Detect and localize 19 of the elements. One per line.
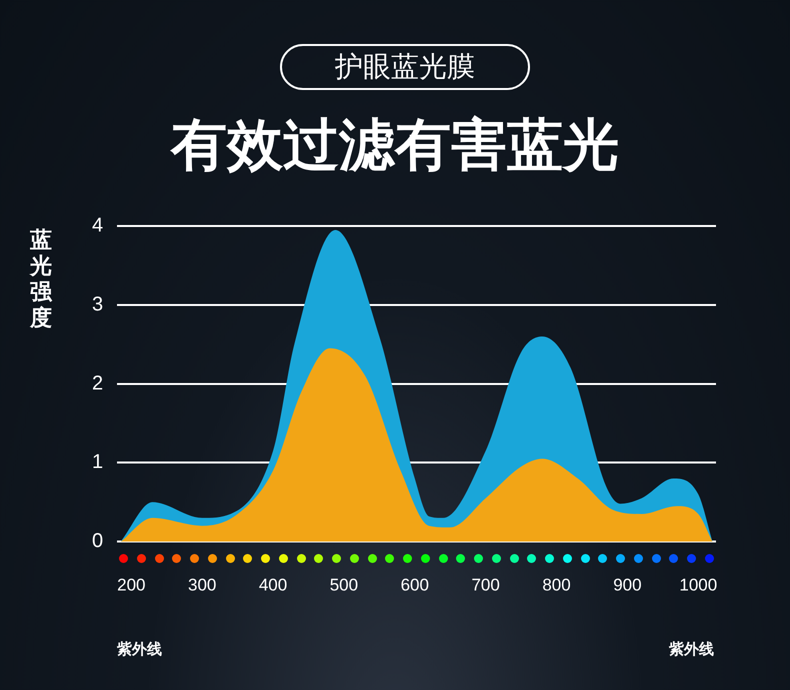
text: 紫外线 — [669, 640, 714, 659]
x-tick-label: 700 — [471, 575, 500, 594]
x-tick-label: 1000 — [679, 575, 718, 594]
y-axis-title: 蓝光强度 — [28, 228, 54, 332]
x-tick-label: 300 — [188, 575, 216, 594]
y-tick-label: 2 — [92, 372, 104, 394]
y-tick-label: 1 — [92, 451, 104, 474]
x-tick-label: 600 — [400, 575, 429, 594]
x-tick-label: 800 — [542, 575, 571, 594]
x-tick-label: 500 — [330, 575, 358, 594]
x-tick-label: 900 — [613, 575, 642, 594]
y-tick-label: 4 — [92, 214, 104, 237]
y-tick-label: 0 — [92, 530, 104, 552]
x-tick-label: 400 — [258, 575, 288, 594]
x-tick-label: 200 — [117, 575, 146, 594]
chart-subtitle: 护眼蓝光膜 — [280, 44, 530, 90]
text: 紫外线 — [117, 640, 162, 659]
y-tick-label: 3 — [92, 293, 104, 316]
chart-title: 有效过滤有害蓝光 — [169, 112, 620, 180]
